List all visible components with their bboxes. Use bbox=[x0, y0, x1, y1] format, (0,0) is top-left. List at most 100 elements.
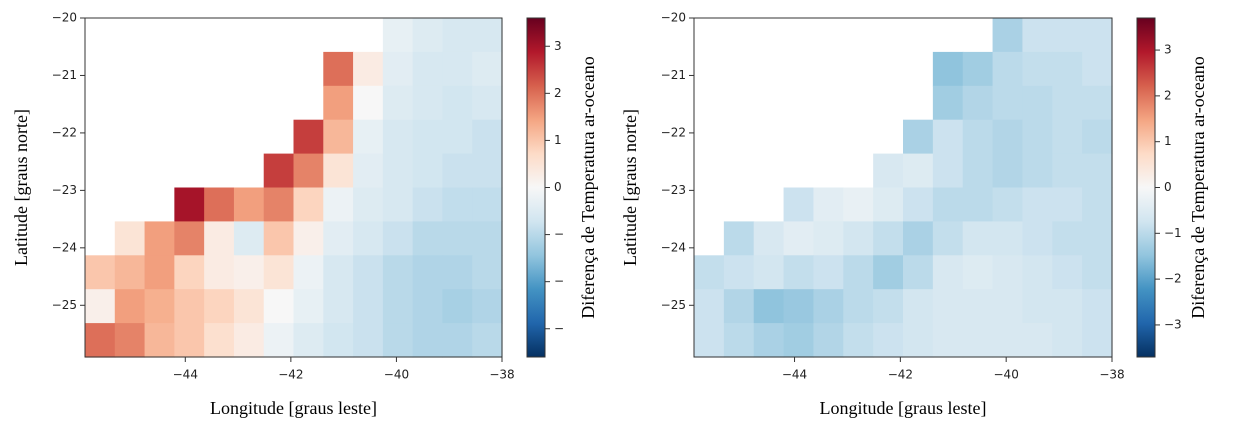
heat-cell bbox=[442, 255, 473, 290]
heat-cell bbox=[992, 255, 1024, 290]
heat-cell bbox=[843, 221, 874, 256]
heat-cell bbox=[382, 51, 414, 87]
heat-cell bbox=[1082, 289, 1113, 324]
colorbar-tick-label: 2 bbox=[554, 86, 562, 100]
heat-cell bbox=[412, 119, 444, 155]
y-tick-label: −22 bbox=[661, 125, 686, 139]
heat-cell bbox=[442, 85, 473, 121]
heat-cell bbox=[233, 187, 265, 222]
x-tick-label: −44 bbox=[173, 368, 198, 382]
colorbar-tick-label: − bbox=[554, 274, 564, 288]
colorbar-tick-label: 1 bbox=[554, 133, 562, 147]
heat-cell bbox=[85, 323, 116, 358]
x-tick-label: −42 bbox=[278, 368, 303, 382]
heat-cell bbox=[353, 153, 384, 189]
heat-cell bbox=[412, 18, 444, 53]
heat-cell bbox=[174, 255, 205, 290]
heat-cell bbox=[723, 221, 755, 256]
plot-frame bbox=[693, 17, 1113, 358]
heat-cell bbox=[353, 51, 384, 87]
heat-cell bbox=[873, 221, 904, 256]
heat-cell bbox=[442, 51, 473, 87]
heat-cell bbox=[813, 323, 844, 358]
heat-cell bbox=[204, 323, 235, 358]
heat-cell bbox=[932, 153, 964, 189]
heat-cell bbox=[323, 153, 354, 189]
heat-cell bbox=[962, 85, 994, 121]
heat-cell bbox=[903, 221, 934, 256]
heat-cell bbox=[323, 187, 354, 222]
heat-cell bbox=[1082, 255, 1113, 290]
heat-cell bbox=[843, 187, 874, 222]
heat-cell bbox=[323, 323, 354, 358]
heat-cell bbox=[382, 221, 414, 256]
colorbar-tick-label: 2 bbox=[1164, 88, 1172, 102]
heat-cell bbox=[293, 221, 324, 256]
heat-cell bbox=[694, 289, 725, 324]
heat-cell bbox=[114, 289, 146, 324]
heat-cell bbox=[174, 323, 205, 358]
heat-cell bbox=[1052, 18, 1083, 53]
y-tick-label: −22 bbox=[52, 125, 77, 139]
heat-cell bbox=[723, 255, 755, 290]
colorbar bbox=[1136, 17, 1156, 358]
heat-cell bbox=[1052, 85, 1083, 121]
colorbar-label: Diferença de Temperatura ar-oceano bbox=[1188, 56, 1208, 318]
heat-cell bbox=[472, 153, 503, 189]
heat-cell bbox=[1082, 221, 1113, 256]
heat-cell bbox=[412, 221, 444, 256]
heat-cell bbox=[962, 119, 994, 155]
y-tick-label: −21 bbox=[661, 68, 686, 82]
heat-cell bbox=[843, 323, 874, 358]
heat-cell bbox=[233, 255, 265, 290]
heat-cell bbox=[412, 85, 444, 121]
heat-cell bbox=[1022, 119, 1053, 155]
heat-cell bbox=[412, 255, 444, 290]
heat-cell bbox=[233, 323, 265, 358]
heat-cell bbox=[1082, 85, 1113, 121]
colorbar-label: Diferença de Temperatura ar-oceano bbox=[578, 56, 598, 318]
heat-cell bbox=[263, 323, 295, 358]
heat-cell bbox=[962, 187, 994, 222]
heat-cell bbox=[1022, 289, 1053, 324]
colorbar-tick-label: 3 bbox=[554, 39, 562, 53]
heat-cell bbox=[85, 289, 116, 324]
heat-cell bbox=[1052, 187, 1083, 222]
heat-cell bbox=[382, 18, 414, 53]
heat-cell bbox=[903, 255, 934, 290]
heat-cell bbox=[694, 323, 725, 358]
heat-cell bbox=[753, 221, 785, 256]
heat-cell bbox=[472, 255, 503, 290]
heat-cell bbox=[472, 221, 503, 256]
heat-cell bbox=[1022, 323, 1053, 358]
y-tick-label: −25 bbox=[52, 298, 77, 312]
heat-cell bbox=[174, 187, 205, 222]
heat-cell bbox=[1022, 18, 1053, 53]
colorbar-tick-label: 0 bbox=[1164, 180, 1172, 194]
heat-cell bbox=[472, 18, 503, 53]
heat-cell bbox=[263, 289, 295, 324]
heat-cell bbox=[144, 289, 175, 324]
heat-cell bbox=[753, 289, 785, 324]
heat-cell bbox=[472, 51, 503, 87]
heat-cell bbox=[293, 255, 324, 290]
heat-cell bbox=[962, 153, 994, 189]
heat-cell bbox=[992, 119, 1024, 155]
heat-cell bbox=[783, 187, 815, 222]
heat-cell bbox=[353, 119, 384, 155]
y-tick-label: −23 bbox=[661, 183, 686, 197]
x-axis-label: Longitude [graus leste] bbox=[820, 398, 987, 418]
heat-cell bbox=[1052, 221, 1083, 256]
heat-cell bbox=[412, 187, 444, 222]
heat-cell bbox=[442, 119, 473, 155]
y-tick-label: −20 bbox=[52, 11, 77, 25]
heat-cell bbox=[442, 221, 473, 256]
heat-cell bbox=[932, 255, 964, 290]
plot-frame bbox=[84, 17, 503, 358]
heat-cell bbox=[1082, 18, 1113, 53]
y-tick-label: −24 bbox=[52, 240, 77, 254]
heat-cell bbox=[783, 221, 815, 256]
heat-cell bbox=[353, 85, 384, 121]
y-tick-label: −24 bbox=[661, 240, 686, 254]
